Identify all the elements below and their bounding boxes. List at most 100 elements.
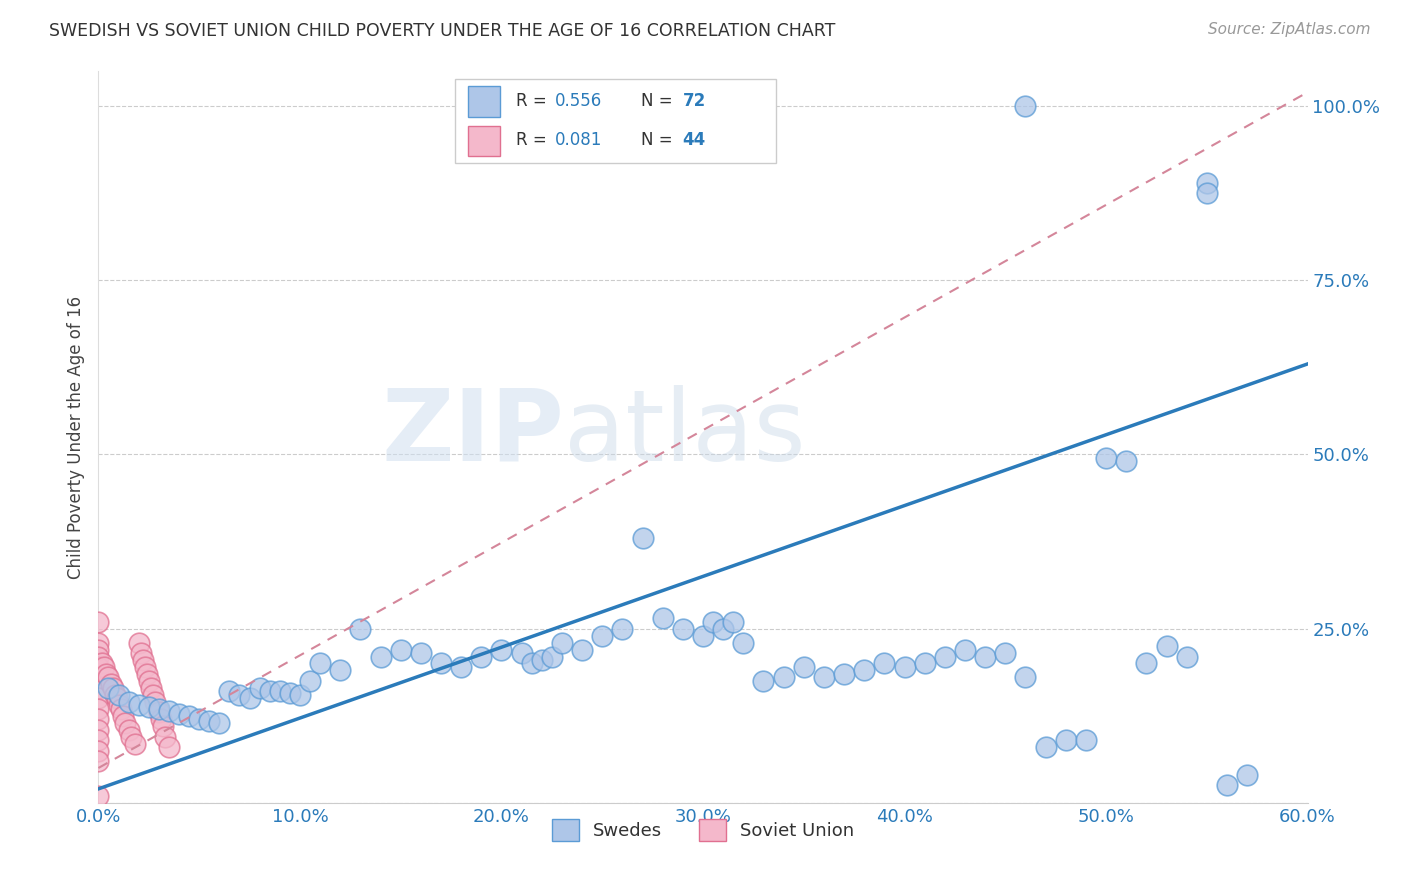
- Point: [132, 653, 155, 667]
- Point: [228, 688, 250, 702]
- Point: [853, 664, 876, 678]
- Point: [1115, 454, 1137, 468]
- Point: [149, 712, 172, 726]
- Point: [711, 99, 734, 113]
- Point: [591, 629, 613, 643]
- Point: [491, 642, 513, 657]
- Point: [118, 695, 141, 709]
- Point: [873, 657, 896, 671]
- Point: [551, 635, 574, 649]
- Point: [129, 646, 152, 660]
- Point: [93, 660, 115, 674]
- Point: [430, 657, 453, 671]
- Point: [934, 649, 956, 664]
- Point: [87, 691, 110, 706]
- Point: [239, 691, 262, 706]
- Point: [97, 681, 120, 695]
- Point: [299, 673, 322, 688]
- Point: [87, 743, 110, 757]
- Point: [571, 642, 593, 657]
- Point: [389, 642, 412, 657]
- Point: [114, 715, 136, 730]
- Point: [157, 740, 180, 755]
- Text: ZIP: ZIP: [381, 385, 564, 482]
- Point: [100, 677, 122, 691]
- Point: [974, 649, 997, 664]
- Point: [752, 673, 775, 688]
- Point: [110, 702, 132, 716]
- Point: [349, 622, 371, 636]
- Point: [1014, 99, 1036, 113]
- Point: [134, 660, 156, 674]
- Point: [832, 667, 855, 681]
- Point: [249, 681, 271, 695]
- Point: [612, 622, 634, 636]
- Point: [1014, 670, 1036, 684]
- Point: [87, 670, 110, 684]
- Point: [107, 698, 129, 713]
- Point: [651, 611, 673, 625]
- Point: [91, 657, 114, 671]
- Point: [118, 723, 141, 737]
- Point: [1035, 740, 1057, 755]
- Point: [218, 684, 240, 698]
- Point: [994, 646, 1017, 660]
- Point: [1095, 450, 1118, 465]
- Point: [87, 649, 110, 664]
- Point: [672, 622, 695, 636]
- Point: [520, 657, 543, 671]
- Point: [87, 635, 110, 649]
- Point: [87, 723, 110, 737]
- Point: [631, 99, 654, 113]
- Point: [409, 646, 432, 660]
- Point: [470, 649, 492, 664]
- Point: [153, 730, 176, 744]
- Point: [188, 712, 211, 726]
- Point: [148, 702, 170, 716]
- Point: [167, 706, 190, 721]
- Point: [152, 719, 174, 733]
- Point: [128, 698, 150, 713]
- Point: [97, 670, 120, 684]
- Point: [631, 531, 654, 545]
- Point: [772, 670, 794, 684]
- Point: [87, 642, 110, 657]
- Point: [103, 688, 125, 702]
- Point: [87, 681, 110, 695]
- Point: [105, 691, 128, 706]
- Point: [702, 615, 724, 629]
- Point: [1195, 176, 1218, 190]
- Point: [157, 704, 180, 718]
- Point: [530, 653, 553, 667]
- Point: [1135, 657, 1157, 671]
- Point: [120, 730, 142, 744]
- Point: [733, 635, 755, 649]
- Point: [540, 649, 562, 664]
- Point: [1054, 733, 1077, 747]
- Point: [1074, 733, 1097, 747]
- Point: [198, 714, 221, 728]
- Text: atlas: atlas: [564, 385, 806, 482]
- Point: [288, 688, 311, 702]
- Point: [87, 733, 110, 747]
- Point: [148, 705, 170, 719]
- Point: [1216, 778, 1239, 792]
- Point: [208, 715, 231, 730]
- Point: [124, 737, 146, 751]
- Point: [142, 688, 165, 702]
- Point: [711, 622, 734, 636]
- Point: [1195, 186, 1218, 201]
- Text: Source: ZipAtlas.com: Source: ZipAtlas.com: [1208, 22, 1371, 37]
- Point: [138, 699, 160, 714]
- Point: [135, 667, 157, 681]
- Point: [259, 684, 281, 698]
- Point: [269, 684, 291, 698]
- Point: [893, 660, 915, 674]
- Point: [510, 646, 533, 660]
- Point: [1175, 649, 1198, 664]
- Point: [450, 660, 472, 674]
- Point: [139, 681, 162, 695]
- Point: [278, 686, 301, 700]
- Point: [87, 702, 110, 716]
- Point: [96, 667, 118, 681]
